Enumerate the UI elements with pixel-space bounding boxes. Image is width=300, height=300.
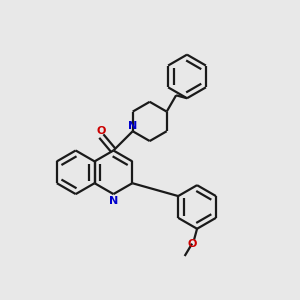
Text: N: N	[128, 121, 137, 131]
Text: O: O	[188, 238, 197, 249]
Text: O: O	[97, 126, 106, 136]
Text: N: N	[109, 196, 118, 206]
